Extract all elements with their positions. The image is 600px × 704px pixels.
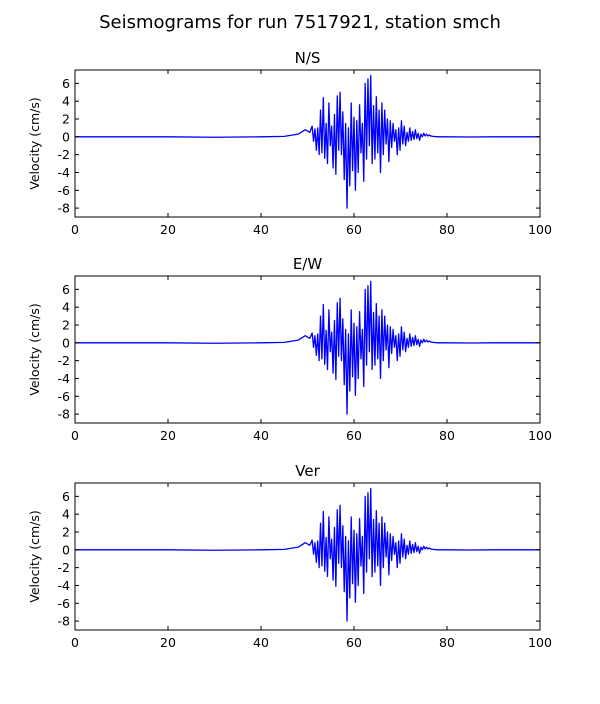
y-tick-label: 2 bbox=[62, 112, 70, 127]
y-tick-label: -6 bbox=[58, 183, 71, 198]
y-tick-label: -2 bbox=[58, 560, 70, 575]
y-axis-label: Velocity (cm/s) bbox=[27, 97, 42, 190]
y-tick-label: 0 bbox=[62, 335, 70, 350]
seismogram-trace bbox=[75, 280, 540, 415]
x-tick-label: 80 bbox=[439, 635, 455, 650]
seismogram-trace bbox=[75, 487, 540, 622]
subplot-title: E/W bbox=[293, 255, 323, 273]
y-tick-label: 0 bbox=[62, 542, 70, 557]
subplot-title: Ver bbox=[295, 462, 320, 480]
y-tick-label: -8 bbox=[58, 407, 71, 422]
x-tick-label: 40 bbox=[253, 428, 269, 443]
plot-frame bbox=[74, 275, 541, 424]
subplot-1: E/W Velocity (cm/s) 0 20 40 60 80 100 -8 -6 -4 -2 0 2… bbox=[27, 255, 552, 443]
plot-frame bbox=[74, 482, 541, 631]
y-axis-label: Velocity (cm/s) bbox=[27, 303, 42, 396]
y-tick-label: 2 bbox=[62, 318, 70, 333]
x-tick-label: 0 bbox=[71, 428, 79, 443]
x-tick-label: 20 bbox=[160, 428, 176, 443]
x-tick-label: 60 bbox=[346, 222, 362, 237]
y-tick-label: 4 bbox=[62, 507, 70, 522]
y-tick-label: 0 bbox=[62, 129, 70, 144]
x-tick-label: 80 bbox=[439, 428, 455, 443]
x-tick-label: 40 bbox=[253, 635, 269, 650]
x-tick-label: 60 bbox=[346, 428, 362, 443]
y-tick-label: -6 bbox=[58, 389, 71, 404]
y-tick-label: 4 bbox=[62, 300, 70, 315]
x-tick-label: 0 bbox=[71, 635, 79, 650]
x-tick-label: 20 bbox=[160, 222, 176, 237]
y-tick-label: -6 bbox=[58, 596, 71, 611]
y-tick-label: -8 bbox=[58, 201, 71, 216]
y-tick-label: 6 bbox=[62, 282, 70, 297]
x-tick-label: 80 bbox=[439, 222, 455, 237]
seismogram-trace bbox=[75, 74, 540, 209]
x-tick-label: 0 bbox=[71, 222, 79, 237]
y-tick-label: 4 bbox=[62, 94, 70, 109]
subplot-title: N/S bbox=[295, 49, 321, 67]
x-tick-label: 40 bbox=[253, 222, 269, 237]
y-tick-label: -2 bbox=[58, 353, 70, 368]
x-tick-label: 100 bbox=[528, 635, 552, 650]
x-tick-label: 100 bbox=[528, 222, 552, 237]
x-tick-label: 60 bbox=[346, 635, 362, 650]
y-tick-label: -4 bbox=[58, 165, 71, 180]
x-tick-label: 20 bbox=[160, 635, 176, 650]
x-tick-label: 100 bbox=[528, 428, 552, 443]
plot-frame bbox=[74, 69, 541, 218]
subplot-2: Ver Velocity (cm/s) 0 20 40 60 80 100 -8 -6 -4 -2 0 2… bbox=[27, 462, 552, 650]
y-tick-label: 6 bbox=[62, 76, 70, 91]
y-tick-label: 6 bbox=[62, 489, 70, 504]
figure-title: Seismograms for run 7517921, station smc… bbox=[99, 12, 501, 33]
y-tick-label: -2 bbox=[58, 147, 70, 162]
y-axis-label: Velocity (cm/s) bbox=[27, 510, 42, 603]
y-tick-label: 2 bbox=[62, 525, 70, 540]
y-tick-label: -4 bbox=[58, 578, 71, 593]
y-tick-label: -8 bbox=[58, 614, 71, 629]
subplot-0: N/S Velocity (cm/s) 0 20 40 60 80 100 -8 -6 -4 -2 0 2… bbox=[27, 49, 552, 237]
y-tick-label: -4 bbox=[58, 371, 71, 386]
